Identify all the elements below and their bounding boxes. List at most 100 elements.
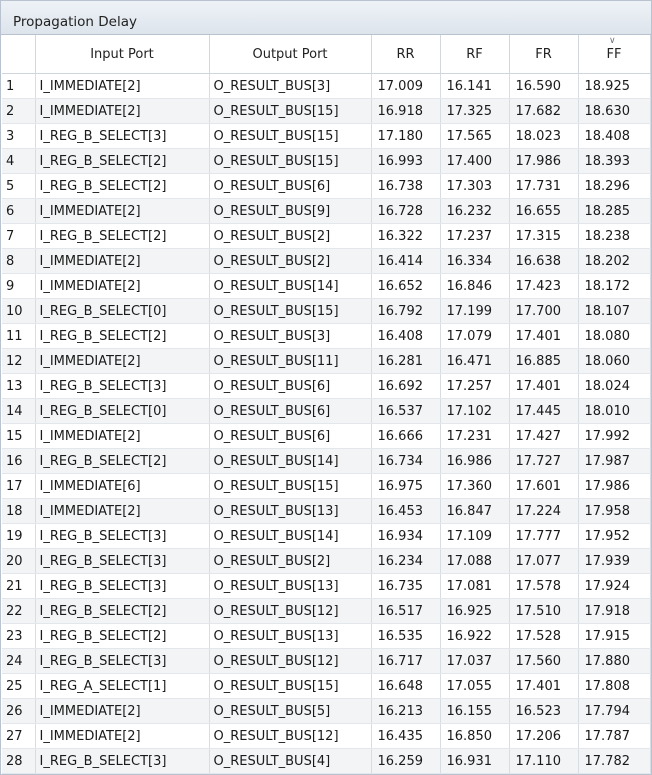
ff-cell: 17.915	[578, 623, 651, 649]
rf-cell: 17.257	[440, 373, 510, 399]
table-row[interactable]: 3 I_REG_B_SELECT[3] O_RESULT_BUS[15] 17.180…	[2, 123, 651, 149]
rf-cell: 16.155	[440, 698, 510, 724]
table-row[interactable]: 26 I_IMMEDIATE[2] O_RESULT_BUS[5] 16.213 16.…	[2, 698, 651, 724]
input-port-cell: I_IMMEDIATE[2]	[35, 248, 210, 274]
ff-cell: 17.939	[578, 548, 651, 574]
input-port-cell: I_IMMEDIATE[2]	[35, 423, 210, 449]
table-row[interactable]: 18 I_IMMEDIATE[2] O_RESULT_BUS[13] 16.453 16…	[2, 498, 651, 524]
rf-cell: 16.986	[440, 448, 510, 474]
column-header-fr[interactable]: FR	[509, 35, 579, 74]
table-row[interactable]: 5 I_REG_B_SELECT[2] O_RESULT_BUS[6] 16.738 1…	[2, 173, 651, 199]
row-index: 8	[2, 248, 36, 274]
input-port-cell: I_REG_B_SELECT[2]	[35, 623, 210, 649]
table-row[interactable]: 21 I_REG_B_SELECT[3] O_RESULT_BUS[13] 16.73…	[2, 573, 651, 599]
rf-cell: 17.303	[440, 173, 510, 199]
table-row[interactable]: 13 I_REG_B_SELECT[3] O_RESULT_BUS[6] 16.692…	[2, 373, 651, 399]
row-index: 18	[2, 498, 36, 524]
table-row[interactable]: 17 I_IMMEDIATE[6] O_RESULT_BUS[15] 16.975 17…	[2, 473, 651, 499]
table-row[interactable]: 7 I_REG_B_SELECT[2] O_RESULT_BUS[2] 16.322 1…	[2, 223, 651, 249]
table-row[interactable]: 14 I_REG_B_SELECT[0] O_RESULT_BUS[6] 16.537…	[2, 398, 651, 424]
input-port-cell: I_IMMEDIATE[2]	[35, 198, 210, 224]
rf-cell: 17.360	[440, 473, 510, 499]
output-port-cell: O_RESULT_BUS[13]	[209, 498, 372, 524]
ff-cell: 18.010	[578, 398, 651, 424]
table-row[interactable]: 1 I_IMMEDIATE[2] O_RESULT_BUS[3] 17.009 16.1…	[2, 73, 651, 99]
ff-cell: 18.296	[578, 173, 651, 199]
output-port-cell: O_RESULT_BUS[3]	[209, 73, 372, 99]
ff-cell: 17.952	[578, 523, 651, 549]
output-port-cell: O_RESULT_BUS[13]	[209, 573, 372, 599]
row-index: 4	[2, 148, 36, 174]
input-port-cell: I_REG_B_SELECT[3]	[35, 748, 210, 774]
table-row[interactable]: 10 I_REG_B_SELECT[0] O_RESULT_BUS[15] 16.79…	[2, 298, 651, 324]
rf-cell: 16.847	[440, 498, 510, 524]
rf-cell: 16.850	[440, 723, 510, 749]
row-index: 20	[2, 548, 36, 574]
column-header-ff[interactable]: ∨ FF	[578, 35, 651, 74]
output-port-cell: O_RESULT_BUS[15]	[209, 673, 372, 699]
output-port-cell: O_RESULT_BUS[6]	[209, 398, 372, 424]
rr-cell: 16.408	[371, 323, 441, 349]
row-index: 22	[2, 598, 36, 624]
column-header-output-port[interactable]: Output Port	[209, 35, 372, 74]
output-port-cell: O_RESULT_BUS[5]	[209, 698, 372, 724]
table-row[interactable]: 28 I_REG_B_SELECT[3] O_RESULT_BUS[4] 16.259…	[2, 748, 651, 774]
output-port-cell: O_RESULT_BUS[9]	[209, 198, 372, 224]
fr-cell: 17.401	[509, 673, 579, 699]
fr-cell: 17.560	[509, 648, 579, 674]
table-row[interactable]: 22 I_REG_B_SELECT[2] O_RESULT_BUS[12] 16.51…	[2, 598, 651, 624]
table-row[interactable]: 8 I_IMMEDIATE[2] O_RESULT_BUS[2] 16.414 16.3…	[2, 248, 651, 274]
input-port-cell: I_REG_B_SELECT[2]	[35, 223, 210, 249]
table-row[interactable]: 12 I_IMMEDIATE[2] O_RESULT_BUS[11] 16.281 16…	[2, 348, 651, 374]
row-index: 26	[2, 698, 36, 724]
table-row[interactable]: 9 I_IMMEDIATE[2] O_RESULT_BUS[14] 16.652 16.…	[2, 273, 651, 299]
rr-cell: 16.648	[371, 673, 441, 699]
output-port-cell: O_RESULT_BUS[12]	[209, 648, 372, 674]
table-row[interactable]: 16 I_REG_B_SELECT[2] O_RESULT_BUS[14] 16.73…	[2, 448, 651, 474]
rf-cell: 17.325	[440, 98, 510, 124]
output-port-cell: O_RESULT_BUS[6]	[209, 173, 372, 199]
table-row[interactable]: 15 I_IMMEDIATE[2] O_RESULT_BUS[6] 16.666 17.…	[2, 423, 651, 449]
fr-cell: 17.682	[509, 98, 579, 124]
input-port-cell: I_REG_B_SELECT[2]	[35, 148, 210, 174]
rr-cell: 16.692	[371, 373, 441, 399]
rr-cell: 16.666	[371, 423, 441, 449]
row-index: 15	[2, 423, 36, 449]
table-row[interactable]: 23 I_REG_B_SELECT[2] O_RESULT_BUS[13] 16.53…	[2, 623, 651, 649]
rr-cell: 16.281	[371, 348, 441, 374]
rr-cell: 16.453	[371, 498, 441, 524]
column-header-rf[interactable]: RF	[440, 35, 510, 74]
column-header-rr[interactable]: RR	[371, 35, 441, 74]
rf-cell: 16.925	[440, 598, 510, 624]
output-port-cell: O_RESULT_BUS[2]	[209, 223, 372, 249]
table-row[interactable]: 24 I_REG_B_SELECT[3] O_RESULT_BUS[12] 16.71…	[2, 648, 651, 674]
row-index: 9	[2, 273, 36, 299]
table-row[interactable]: 20 I_REG_B_SELECT[3] O_RESULT_BUS[2] 16.234…	[2, 548, 651, 574]
ff-cell: 18.285	[578, 198, 651, 224]
rr-cell: 16.435	[371, 723, 441, 749]
rf-cell: 17.037	[440, 648, 510, 674]
table-row[interactable]: 6 I_IMMEDIATE[2] O_RESULT_BUS[9] 16.728 16.2…	[2, 198, 651, 224]
rf-cell: 16.931	[440, 748, 510, 774]
ff-cell: 17.880	[578, 648, 651, 674]
row-index: 7	[2, 223, 36, 249]
table-row[interactable]: 25 I_REG_A_SELECT[1] O_RESULT_BUS[15] 16.64…	[2, 673, 651, 699]
input-port-cell: I_IMMEDIATE[6]	[35, 473, 210, 499]
rf-cell: 16.334	[440, 248, 510, 274]
column-header-input-port[interactable]: Input Port	[35, 35, 210, 74]
table-row[interactable]: 27 I_IMMEDIATE[2] O_RESULT_BUS[12] 16.435 16…	[2, 723, 651, 749]
table-row[interactable]: 2 I_IMMEDIATE[2] O_RESULT_BUS[15] 16.918 17.…	[2, 98, 651, 124]
rf-cell: 17.109	[440, 523, 510, 549]
row-index: 19	[2, 523, 36, 549]
rf-cell: 16.141	[440, 73, 510, 99]
table-row[interactable]: 11 I_REG_B_SELECT[2] O_RESULT_BUS[3] 16.408…	[2, 323, 651, 349]
rf-cell: 17.079	[440, 323, 510, 349]
column-header-index[interactable]	[2, 35, 36, 74]
rr-cell: 16.728	[371, 198, 441, 224]
fr-cell: 17.731	[509, 173, 579, 199]
table-row[interactable]: 4 I_REG_B_SELECT[2] O_RESULT_BUS[15] 16.993…	[2, 148, 651, 174]
header-row: Input Port Output Port RR RF FR ∨ FF	[2, 35, 651, 74]
input-port-cell: I_REG_B_SELECT[2]	[35, 323, 210, 349]
table-row[interactable]: 19 I_REG_B_SELECT[3] O_RESULT_BUS[14] 16.93…	[2, 523, 651, 549]
rr-cell: 16.517	[371, 598, 441, 624]
